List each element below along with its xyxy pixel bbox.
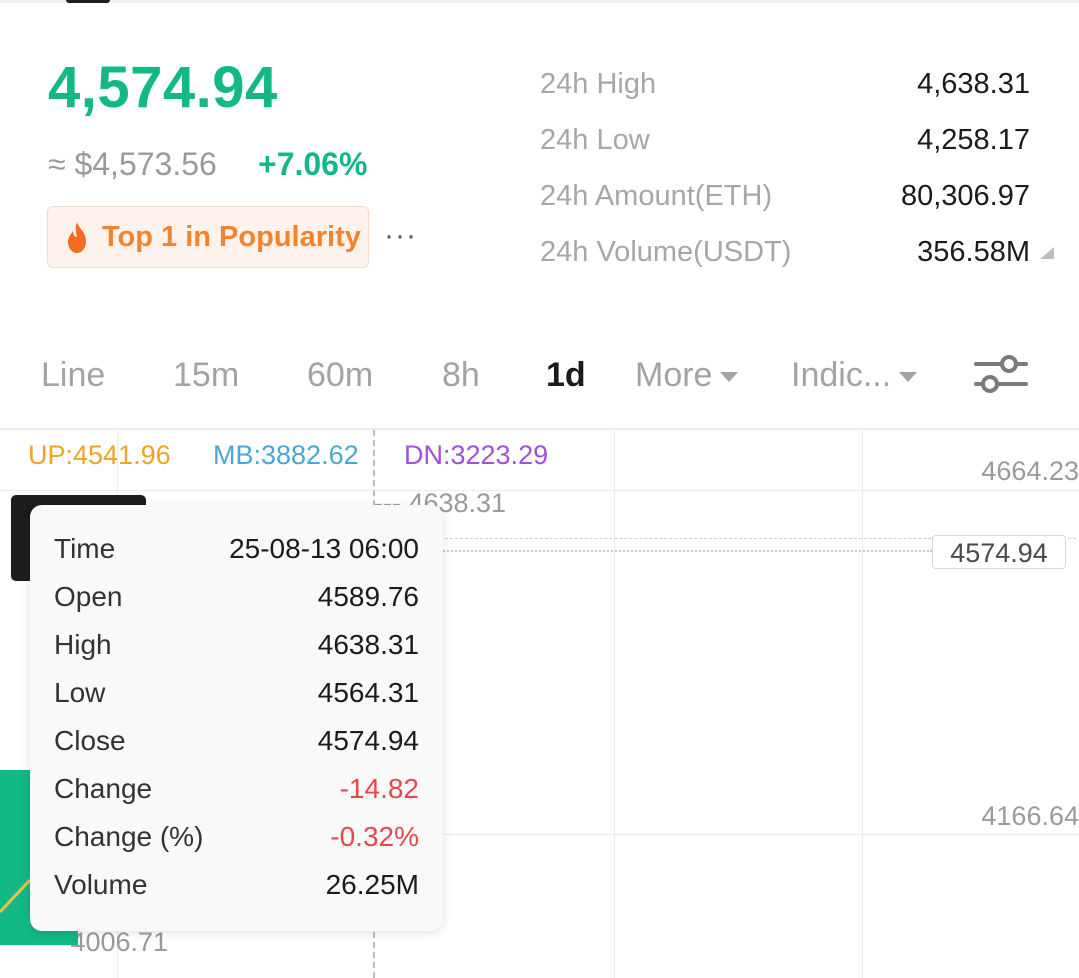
tooltip-value: 25-08-13 06:00 bbox=[229, 533, 419, 564]
tab-indicators[interactable]: Indic... bbox=[791, 356, 918, 395]
chevron-down-icon bbox=[899, 372, 918, 383]
tooltip-row-change-percent: Change (%) -0.32% bbox=[54, 821, 419, 861]
last-price-line bbox=[440, 538, 1076, 539]
tooltip-key: Low bbox=[54, 677, 106, 708]
chart-top-divider bbox=[0, 428, 1079, 430]
tab-1d[interactable]: 1d bbox=[546, 356, 586, 394]
last-price: 4,574.94 bbox=[48, 55, 278, 120]
grid-line bbox=[862, 430, 863, 978]
tab-60m[interactable]: 60m bbox=[307, 356, 374, 394]
candle-info-tooltip: Time 25-08-13 06:00 Open 4589.76 High 46… bbox=[30, 505, 443, 931]
tooltip-key: Volume bbox=[54, 869, 148, 900]
tab-line[interactable]: Line bbox=[41, 356, 106, 394]
tab-more[interactable]: More bbox=[635, 356, 739, 395]
tab-indicators-label: Indic... bbox=[791, 356, 892, 394]
stat-label-24h-high: 24h High bbox=[540, 68, 657, 100]
stat-label-24h-volume: 24h Volume(USDT) bbox=[540, 236, 792, 268]
tooltip-value: -0.32% bbox=[330, 821, 419, 852]
indicator-mb: MB:3882.62 bbox=[213, 440, 359, 470]
tooltip-key: Change (%) bbox=[54, 821, 204, 852]
indicator-up: UP:4541.96 bbox=[28, 440, 171, 470]
approx-usd-price: ≈ $4,573.56 bbox=[48, 146, 217, 182]
tooltip-row-high: High 4638.31 bbox=[54, 629, 419, 669]
chevron-down-icon bbox=[720, 372, 739, 383]
stat-value-24h-low: 4,258.17 bbox=[917, 124, 1030, 156]
stat-label-24h-low: 24h Low bbox=[540, 124, 650, 156]
tooltip-value: 4589.76 bbox=[317, 581, 419, 612]
tooltip-key: Change bbox=[54, 773, 153, 804]
axis-label-mid: 4166.64 bbox=[981, 801, 1079, 831]
tooltip-row-time: Time 25-08-13 06:00 bbox=[54, 533, 419, 573]
tooltip-row-close: Close 4574.94 bbox=[54, 725, 419, 765]
stat-value-24h-amount: 80,306.97 bbox=[900, 180, 1030, 212]
fire-icon bbox=[68, 222, 86, 253]
tooltip-row-low: Low 4564.31 bbox=[54, 677, 419, 717]
price-change-percent: +7.06% bbox=[258, 146, 368, 182]
stat-value-24h-volume: 356.58M bbox=[917, 236, 1030, 268]
tooltip-row-change: Change -14.82 bbox=[54, 773, 419, 813]
tab-15m[interactable]: 15m bbox=[173, 356, 240, 394]
indicator-dn: DN:3223.29 bbox=[404, 440, 549, 470]
tooltip-row-open: Open 4589.76 bbox=[54, 581, 419, 621]
top-divider bbox=[0, 0, 1079, 3]
tab-8h[interactable]: 8h bbox=[442, 356, 480, 394]
tooltip-key: Time bbox=[54, 533, 116, 564]
tooltip-key: Open bbox=[54, 581, 123, 612]
axis-label-top: 4664.23 bbox=[981, 456, 1079, 486]
tooltip-value: -14.82 bbox=[339, 773, 419, 804]
tooltip-value: 26.25M bbox=[325, 869, 419, 900]
grid-line bbox=[614, 430, 615, 978]
more-options-button[interactable]: ··· bbox=[384, 219, 417, 252]
grid-line bbox=[0, 834, 1079, 835]
current-price-tag: 4574.94 bbox=[932, 535, 1066, 569]
tooltip-row-volume: Volume 26.25M bbox=[54, 869, 419, 909]
top-tab-indicator bbox=[66, 0, 110, 3]
popularity-badge-label: Top 1 in Popularity bbox=[102, 221, 361, 253]
tooltip-value: 4638.31 bbox=[317, 629, 419, 660]
tooltip-key: Close bbox=[54, 725, 126, 756]
grid-line bbox=[0, 490, 1079, 491]
sliders-icon[interactable] bbox=[974, 352, 1028, 396]
tooltip-key: High bbox=[54, 629, 112, 660]
stat-value-24h-high: 4,638.31 bbox=[917, 68, 1030, 100]
tooltip-value: 4564.31 bbox=[317, 677, 419, 708]
last-price-dotted-line bbox=[440, 550, 932, 552]
tooltip-value: 4574.94 bbox=[317, 725, 419, 756]
stat-label-24h-amount: 24h Amount(ETH) bbox=[540, 180, 773, 212]
tab-more-label: More bbox=[635, 356, 713, 394]
popularity-badge[interactable]: Top 1 in Popularity bbox=[47, 206, 369, 268]
volume-toggle-icon[interactable] bbox=[1040, 247, 1054, 259]
bollinger-band-line bbox=[0, 878, 32, 914]
